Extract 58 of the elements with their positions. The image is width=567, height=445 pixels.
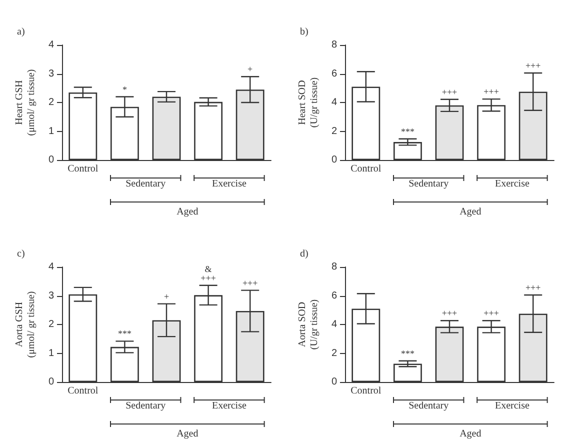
y-tick-label: 4 bbox=[331, 97, 338, 108]
data-label: *** bbox=[118, 328, 132, 339]
y-tick-label: 2 bbox=[331, 126, 338, 137]
y-tick-label: 1 bbox=[48, 348, 54, 359]
y-axis-title: Aorta GSH (μmol/ gr tissue) bbox=[14, 291, 38, 358]
text: Aged bbox=[176, 428, 198, 440]
data-label: +++ bbox=[484, 308, 499, 318]
y-tick-label: 3 bbox=[48, 290, 54, 302]
y-tick-label: 0 bbox=[48, 376, 54, 388]
y-tick-label: 2 bbox=[48, 97, 54, 108]
text: Aged bbox=[460, 428, 482, 440]
y-axis-title: Aorta SOD (U/gr tissue) bbox=[297, 299, 320, 350]
y-tick-label: 0 bbox=[331, 154, 338, 166]
text: Sedentary bbox=[126, 178, 166, 190]
text: Exercise bbox=[494, 178, 530, 190]
y-tick-label: 4 bbox=[48, 40, 54, 50]
data-label: *** bbox=[400, 126, 415, 136]
y-axis-title: Heart GSH (μmol/ gr tissue) bbox=[14, 69, 38, 136]
y-tick-label: 4 bbox=[331, 319, 338, 330]
data-label: +++ bbox=[525, 282, 541, 293]
y-tick-label: 4 bbox=[48, 262, 54, 272]
y-axis-title: Heart SOD (U/gr tissue) bbox=[297, 77, 320, 128]
text: Exercise bbox=[212, 178, 247, 190]
y-tick-label: 8 bbox=[331, 262, 338, 272]
y-tick-label: 2 bbox=[48, 319, 54, 330]
data-label: *** bbox=[400, 348, 415, 358]
chart-title: d) bbox=[300, 248, 308, 260]
chart-title: a) bbox=[17, 26, 25, 38]
data-label: +++ bbox=[525, 60, 541, 71]
y-tick-label: 6 bbox=[331, 290, 338, 302]
y-tick-label: 3 bbox=[48, 68, 54, 80]
y-tick-label: 2 bbox=[331, 348, 338, 359]
text: Sedentary bbox=[408, 400, 449, 412]
data-label: +++ bbox=[484, 86, 499, 97]
data-label: +++ bbox=[242, 278, 258, 288]
y-tick-label: 8 bbox=[331, 40, 338, 50]
chart-title: c) bbox=[17, 248, 25, 260]
y-tick-label: 0 bbox=[48, 154, 54, 166]
text: Sedentary bbox=[408, 178, 449, 190]
x-tick-label: Control bbox=[350, 164, 382, 174]
text: Exercise bbox=[494, 400, 530, 412]
data-label: +++ bbox=[442, 86, 458, 97]
data-label: & +++ bbox=[200, 264, 216, 283]
x-tick-label: Control bbox=[68, 386, 98, 396]
data-label: * bbox=[122, 84, 128, 94]
data-label: +++ bbox=[442, 308, 458, 318]
text: Aged bbox=[460, 206, 482, 218]
x-tick-label: Control bbox=[68, 164, 98, 174]
data-label: + bbox=[164, 291, 170, 302]
text: Aged bbox=[176, 206, 198, 218]
text: Exercise bbox=[212, 400, 247, 412]
y-tick-label: 0 bbox=[331, 376, 338, 388]
text: Sedentary bbox=[126, 400, 166, 412]
data-label: + bbox=[248, 64, 253, 74]
chart-title: b) bbox=[300, 26, 308, 38]
y-tick-label: 6 bbox=[331, 68, 338, 80]
y-tick-label: 1 bbox=[48, 126, 54, 137]
x-tick-label: Control bbox=[350, 386, 382, 396]
